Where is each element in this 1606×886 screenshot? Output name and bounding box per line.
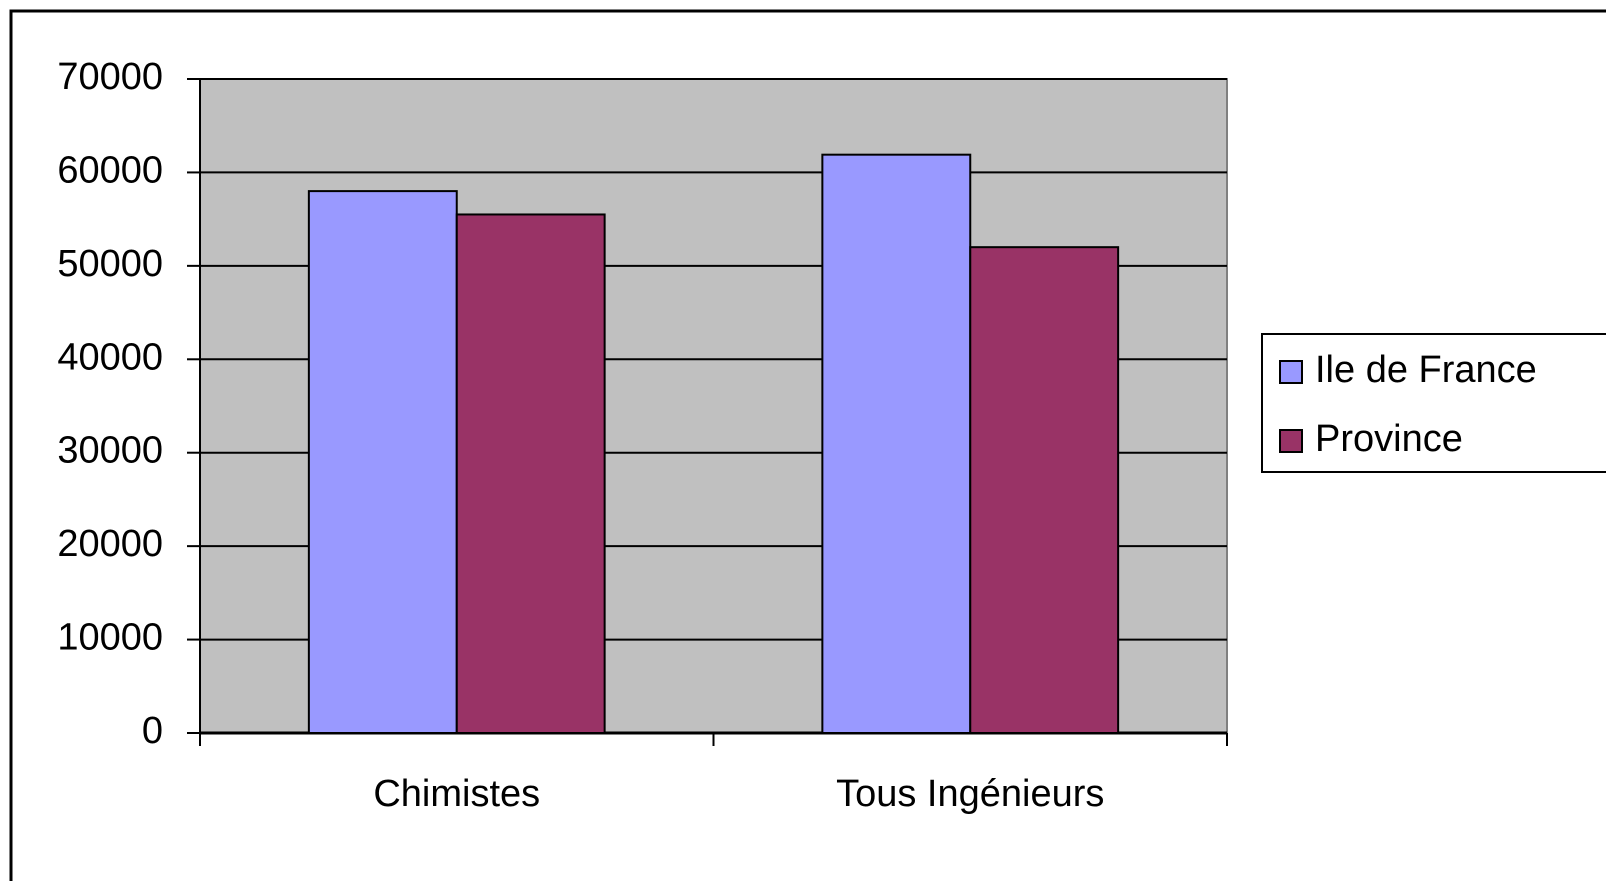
y-tick-label: 30000 xyxy=(57,430,163,472)
bar xyxy=(969,246,1120,735)
y-tick-label: 10000 xyxy=(57,617,163,659)
y-tick-label: 70000 xyxy=(57,56,163,98)
legend-swatch xyxy=(1279,429,1303,453)
y-tick-label: 50000 xyxy=(57,243,163,285)
bar xyxy=(307,190,458,735)
y-tick-label: 0 xyxy=(142,710,163,752)
bar xyxy=(821,153,972,735)
bar xyxy=(455,213,606,734)
x-tick-label: Chimistes xyxy=(373,773,540,815)
x-tick-label: Tous Ingénieurs xyxy=(836,773,1104,815)
legend-label: Ile de France xyxy=(1315,349,1537,391)
y-tick-label: 60000 xyxy=(57,149,163,191)
legend-box xyxy=(1261,333,1606,473)
legend-label: Province xyxy=(1315,418,1463,460)
legend-swatch xyxy=(1279,360,1303,384)
y-tick-label: 40000 xyxy=(57,336,163,378)
y-tick-label: 20000 xyxy=(57,523,163,565)
